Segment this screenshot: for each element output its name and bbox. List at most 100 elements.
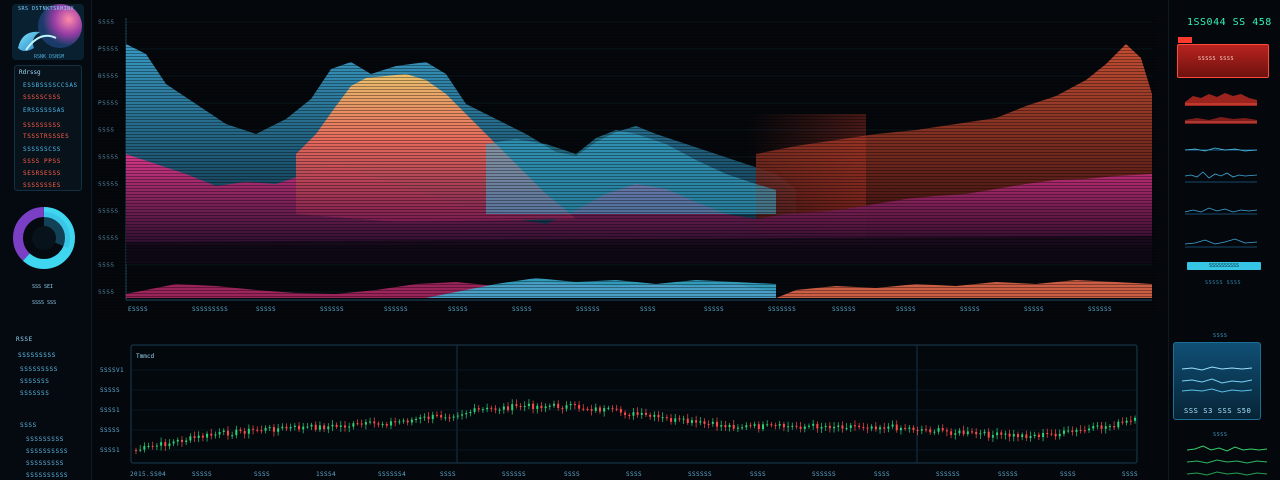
candle-body — [749, 425, 752, 427]
candle-body — [540, 405, 543, 409]
candle-body — [912, 427, 915, 431]
candle-x-tick: SSSSSS — [502, 471, 526, 478]
candle-x-tick: SSSS — [1060, 471, 1076, 478]
candle-body — [1062, 430, 1065, 434]
candle-body — [323, 425, 326, 430]
candle-body — [193, 436, 196, 438]
candle-body — [891, 424, 894, 427]
candle-body — [260, 430, 263, 432]
candle-body — [331, 424, 334, 427]
candle-body — [298, 425, 301, 430]
stat-row[interactable]: TSSSTRSSSES — [23, 133, 70, 140]
candle-body — [461, 414, 464, 416]
alert-panel[interactable]: SSSSS SSSS — [1177, 37, 1269, 78]
stat-row[interactable]: SSSSSCSSS — [23, 94, 61, 101]
bottom-stat[interactable]: SSSSSSSSSS — [26, 472, 69, 479]
candle-body — [962, 430, 965, 435]
candle-body — [226, 430, 229, 436]
right-sidebar: 1SS044 SS 458 SSSSS SSSS SSSSSSSSSS SSSS… — [1168, 0, 1280, 480]
candle-body — [427, 416, 430, 420]
lower-stat[interactable]: SSSSSSS — [20, 378, 50, 385]
candle-body — [1037, 434, 1040, 438]
candle-body — [807, 425, 810, 427]
candle-body — [498, 409, 501, 411]
candle-body — [695, 420, 698, 423]
summary-card[interactable]: SSS S3 SSS S50 — [1173, 342, 1261, 420]
candle-body — [975, 431, 978, 435]
candle-body — [1075, 429, 1078, 432]
lower-stat[interactable]: SSSSSSS — [20, 390, 50, 397]
stat-row[interactable]: SSSSSSSES — [23, 182, 61, 189]
x-tick-label: SSSS — [640, 306, 656, 313]
logo-title: SRS DSTNKTSRMINX — [18, 6, 75, 12]
candle-x-tick: SSSSSS4 — [378, 471, 406, 478]
candle-x-tick: 1SSS4 — [316, 471, 336, 478]
bottom-stat[interactable]: SSSSSSSSS — [26, 460, 64, 467]
candle-body — [853, 425, 856, 427]
candle-body — [452, 416, 455, 418]
candle-body — [1046, 432, 1049, 434]
candle-body — [532, 403, 535, 410]
candle-body — [1016, 434, 1019, 438]
candle-body — [536, 405, 539, 410]
bottom-stat[interactable]: SSSSSSSSSS — [26, 448, 69, 455]
candle-body — [511, 404, 514, 411]
candle-body — [268, 427, 271, 429]
candle-body — [527, 403, 530, 407]
candle-body — [615, 408, 618, 410]
candle-x-tick: SSSS — [626, 471, 642, 478]
donut-label: SSS SEI — [32, 284, 54, 290]
stat-row[interactable]: SSSSSSCSS — [23, 146, 61, 153]
candle-body — [845, 428, 848, 430]
bottom-stat[interactable]: SSSSSSSSS — [26, 436, 64, 443]
candle-body — [670, 418, 673, 422]
candle-body — [661, 417, 664, 419]
candle-body — [139, 449, 142, 451]
candle-body — [929, 429, 932, 433]
candle-body — [373, 421, 376, 424]
candle-body — [431, 414, 434, 420]
lower-stat[interactable]: SSSSSSSSS — [20, 366, 58, 373]
candle-body — [222, 430, 225, 433]
logo-icon — [12, 4, 84, 60]
candle-body — [619, 408, 622, 413]
candle-body — [272, 427, 275, 432]
candle-body — [435, 414, 438, 416]
candle-body — [707, 423, 710, 425]
candle-body — [724, 425, 727, 428]
candle-body — [444, 417, 447, 419]
candle-body — [469, 411, 472, 414]
x-tick-label: SSSSS — [960, 306, 980, 313]
cyan-status-bar[interactable]: SSSSSSSSSS — [1187, 262, 1261, 270]
candle-body — [1054, 433, 1057, 437]
lower-stat[interactable]: SSSSSSSSS — [18, 352, 56, 359]
candle-body — [302, 426, 305, 430]
candle-body — [569, 403, 572, 406]
candle-body — [419, 417, 422, 419]
candle-body — [598, 407, 601, 412]
stat-row[interactable]: SSSSSSSSS — [23, 122, 61, 129]
candle-body — [473, 408, 476, 412]
stat-row[interactable]: ERSSSSSSAS — [23, 107, 66, 114]
candle-body — [1134, 417, 1137, 421]
stat-row[interactable]: SESRSESSS — [23, 170, 61, 177]
candle-body — [1104, 426, 1107, 429]
stat-row[interactable]: SSSS PPSS — [23, 158, 61, 165]
stat-row[interactable]: ESSBSSSSCCSAS — [23, 82, 78, 89]
candle-body — [803, 426, 806, 429]
candle-body — [306, 426, 309, 428]
candle-body — [135, 450, 137, 452]
candle-body — [991, 435, 994, 438]
candle-body — [812, 423, 815, 426]
candle-body — [344, 425, 346, 428]
candle-body — [494, 408, 497, 410]
candle-body — [594, 407, 597, 411]
candle-body — [519, 405, 522, 408]
candle-body — [774, 424, 777, 426]
candle-body — [1113, 426, 1116, 428]
candle-body — [310, 424, 313, 427]
candlestick-chart: Tmmcd 5SSSV1 SSSSS SSSS1 SSSSS SSSS1 2015.SS… — [100, 344, 1138, 478]
candle-body — [745, 425, 748, 428]
candle-body — [256, 429, 259, 431]
candle-body — [502, 406, 505, 410]
